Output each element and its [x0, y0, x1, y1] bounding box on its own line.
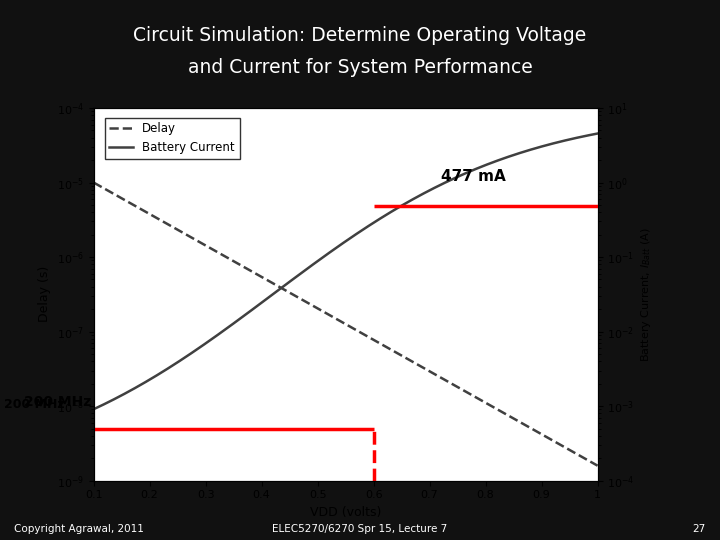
- Battery Current: [491, 158, 500, 165]
- Battery Current: [89, 406, 98, 413]
- Y-axis label: Battery Current, $I_{Batt}$ (A): Battery Current, $I_{Batt}$ (A): [639, 227, 653, 362]
- Legend: Delay, Battery Current: Delay, Battery Current: [104, 118, 240, 159]
- Delay: [436, 374, 444, 380]
- Delay: [140, 208, 149, 215]
- Battery Current: [593, 130, 602, 137]
- Text: ELEC5270/6270 Spr 15, Lecture 7: ELEC5270/6270 Spr 15, Lecture 7: [272, 523, 448, 534]
- Delay: [311, 304, 320, 310]
- Delay: [482, 400, 491, 407]
- Battery Current: [482, 161, 491, 168]
- Line: Battery Current: Battery Current: [94, 133, 598, 409]
- Line: Delay: Delay: [94, 183, 598, 465]
- Text: Circuit Simulation: Determine Operating Voltage: Circuit Simulation: Determine Operating …: [133, 25, 587, 45]
- Battery Current: [436, 182, 444, 188]
- Text: 27: 27: [693, 523, 706, 534]
- Battery Current: [140, 379, 149, 386]
- Text: Copyright Agrawal, 2011: Copyright Agrawal, 2011: [14, 523, 144, 534]
- Delay: [593, 462, 602, 469]
- X-axis label: VDD (volts): VDD (volts): [310, 506, 382, 519]
- Delay: [89, 179, 98, 186]
- Delay: [491, 405, 500, 411]
- Battery Current: [293, 273, 302, 279]
- Text: and Current for System Performance: and Current for System Performance: [188, 58, 532, 77]
- Delay: [293, 294, 302, 300]
- Y-axis label: Delay (s): Delay (s): [38, 266, 51, 322]
- Text: 477 mA: 477 mA: [441, 169, 505, 184]
- Text: 200 MHz: 200 MHz: [4, 398, 64, 411]
- Text: 200 MHz: 200 MHz: [24, 395, 91, 409]
- Battery Current: [311, 259, 320, 266]
